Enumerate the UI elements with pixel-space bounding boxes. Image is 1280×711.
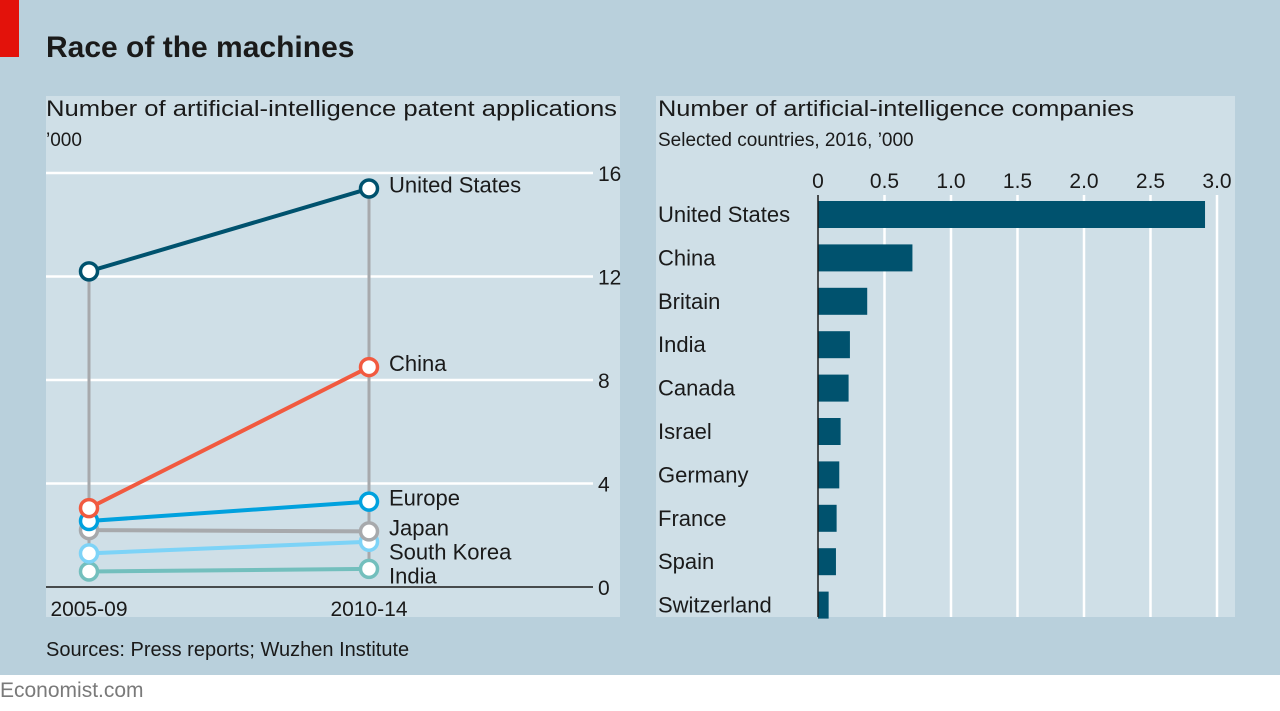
x-tick-label: 2010-14 [330,598,407,621]
x-tick-label: 0 [812,170,824,193]
y-tick-label: 0 [598,577,610,600]
bar [818,548,836,576]
category-label: Germany [658,462,748,487]
data-point [358,558,380,580]
x-tick-label: 2.5 [1136,170,1165,193]
category-label: China [658,245,716,270]
bar [818,244,913,272]
patent-chart: Number of artificial-intelligence patent… [46,96,621,621]
series-line [88,528,370,534]
y-tick-label: 12 [598,267,621,290]
left-chart-subtitle: ’000 [46,130,82,151]
bar [818,331,850,359]
series-label: Europe [389,486,460,511]
y-tick-label: 8 [598,370,610,393]
series-label: India [389,563,437,588]
data-point [78,543,100,564]
data-point [78,497,100,519]
x-tick-label: 2005-09 [50,598,127,621]
bar [818,504,837,532]
category-label: United States [658,202,790,227]
right-panel [656,96,1235,617]
bar [818,591,829,619]
data-point [358,491,380,512]
companies-chart: Number of artificial-intelligence compan… [656,96,1235,619]
data-point [78,561,100,582]
data-point [358,356,380,378]
category-label: Canada [658,376,736,401]
right-chart-subtitle: Selected countries, 2016, ’000 [658,130,914,151]
source-note: Sources: Press reports; Wuzhen Institute [46,639,409,661]
data-point [78,261,100,282]
y-tick-label: 16 [598,163,621,186]
series-line [88,566,370,574]
bar [818,374,849,402]
red-accent-bar [0,0,19,57]
data-point [358,521,380,542]
series-label: Japan [389,515,449,540]
category-label: Britain [658,289,720,314]
bar [818,201,1206,228]
x-tick-label: 3.0 [1202,170,1231,193]
x-tick-label: 1.0 [936,170,965,193]
x-tick-label: 1.5 [1003,170,1032,193]
series-label: China [389,351,447,376]
series-line [88,539,370,556]
category-label: Switzerland [658,593,772,618]
x-tick-label: 2.0 [1069,170,1098,193]
left-chart-title: Number of artificial-intelligence patent… [46,96,617,121]
right-chart-title: Number of artificial-intelligence compan… [658,96,1134,121]
x-tick-label: 0.5 [870,170,899,193]
bar [818,287,868,315]
bar [818,418,841,445]
category-label: Spain [658,549,714,574]
series-line [88,186,370,274]
series-label: United States [389,173,521,198]
series-line [88,365,370,510]
data-point [358,178,380,199]
chart-title: Race of the machines [46,31,354,64]
category-label: France [658,506,726,531]
series-label: South Korea [389,539,512,564]
series-line [88,499,370,524]
category-label: India [658,332,706,357]
y-tick-label: 4 [598,474,610,497]
brand-logo: Economist.com [0,679,144,702]
bar [818,461,840,489]
category-label: Israel [658,419,712,444]
